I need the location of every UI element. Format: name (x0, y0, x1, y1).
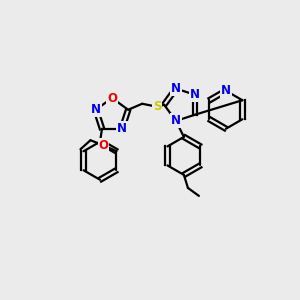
Text: N: N (91, 103, 101, 116)
Text: N: N (171, 82, 181, 95)
Text: O: O (107, 92, 117, 104)
Text: N: N (171, 114, 181, 128)
Text: S: S (153, 100, 161, 113)
Text: N: N (117, 122, 127, 135)
Text: N: N (221, 84, 231, 97)
Text: O: O (98, 139, 109, 152)
Text: N: N (190, 88, 200, 101)
